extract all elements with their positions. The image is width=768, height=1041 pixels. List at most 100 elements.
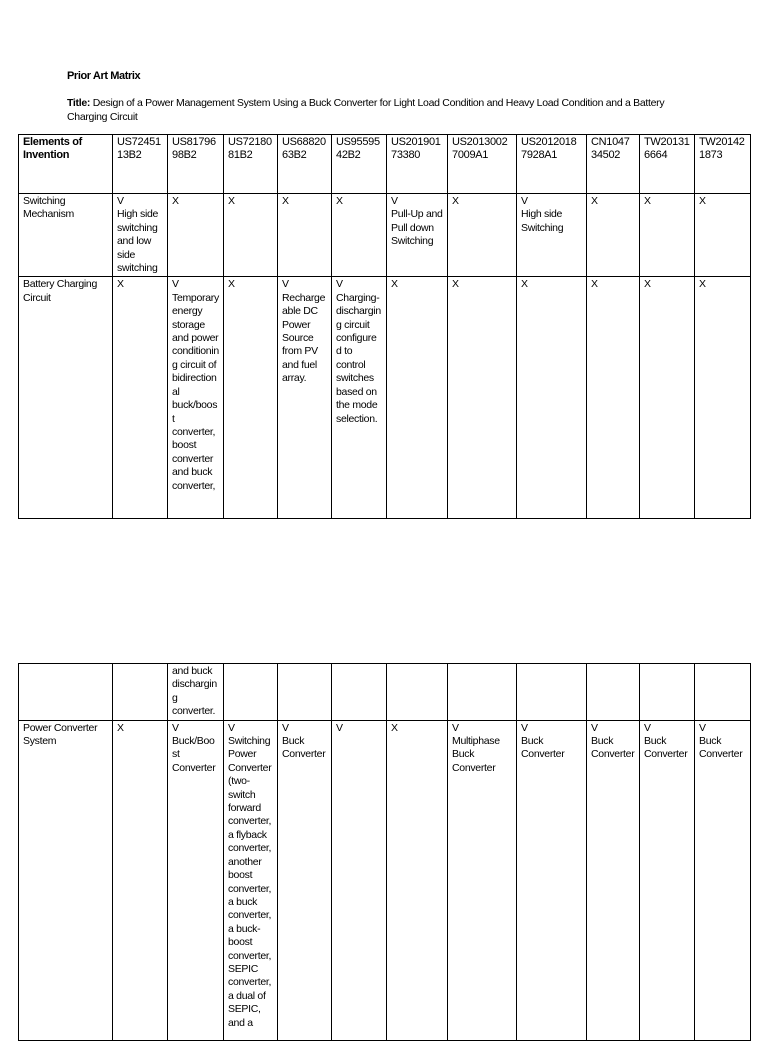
cell-detail: Multiphase Buck Converter: [452, 735, 500, 774]
table-cell: [223, 663, 278, 721]
cell-detail: Buck Converter: [282, 735, 326, 761]
table-cell: X: [386, 719, 448, 1041]
table-cell: [447, 663, 517, 721]
match-mark: V: [699, 721, 706, 734]
match-mark: X: [172, 195, 179, 207]
match-mark: V: [282, 721, 289, 734]
match-mark: V: [644, 721, 651, 734]
table-cell: X: [639, 192, 695, 278]
table-cell: X: [112, 276, 168, 520]
column-header-patent: US8179698B2: [167, 134, 224, 194]
column-header-patent: TW201316664: [639, 134, 695, 194]
table-cell: X: [639, 276, 695, 520]
match-mark: X: [699, 278, 706, 291]
table-cell: X: [386, 276, 448, 520]
header-row: Elements of Invention US7245113B2 US817969…: [18, 134, 751, 194]
cell-detail: Buck/Boost Converter: [172, 735, 216, 774]
title-label: Title:: [67, 97, 91, 109]
table-cell: X: [331, 192, 387, 278]
match-mark: V: [336, 278, 343, 291]
match-mark: X: [336, 195, 343, 207]
cell-detail: Temporary energy storage and power condi…: [172, 291, 219, 492]
cell-detail: and buck discharging converter.: [172, 665, 217, 718]
table-cell: X: [447, 192, 517, 278]
column-header-patent: TW201421873: [694, 134, 751, 194]
match-mark: X: [591, 195, 598, 207]
document-title: Title: Design of a Power Management Syst…: [67, 96, 707, 124]
prior-art-table-page-1: Elements of Invention US7245113B2 US817969…: [18, 134, 751, 520]
match-mark: V: [452, 721, 459, 734]
match-mark: V: [282, 278, 289, 291]
row-label: [18, 663, 113, 721]
match-mark: X: [117, 721, 124, 734]
table-cell: [586, 663, 640, 721]
table-cell: [694, 663, 751, 721]
table-cell: V: [331, 719, 387, 1041]
cell-detail: Buck Converter: [521, 735, 565, 761]
match-mark: X: [452, 278, 459, 291]
match-mark: V: [521, 721, 528, 734]
table-cell: [277, 663, 332, 721]
table-cell: and buck discharging converter.: [167, 663, 224, 721]
match-mark: X: [521, 278, 528, 291]
match-mark: V: [172, 721, 179, 734]
match-mark: X: [699, 195, 706, 207]
table-row: Battery Charging Circuit X V Temporary ener…: [18, 276, 751, 520]
match-mark: X: [391, 278, 398, 291]
cell-detail: Rechargeable DC Power Source from PV and…: [282, 291, 326, 385]
table-cell: X: [586, 192, 640, 278]
table-cell: X: [277, 192, 332, 278]
table-cell: X: [112, 719, 168, 1041]
table-row: Switching Mechanism V High side switching …: [18, 192, 751, 278]
table-row: Power Converter System X V Buck/Boost Conve…: [18, 719, 751, 1041]
column-header-patent: US20120187928A1: [516, 134, 587, 194]
title-text: Design of a Power Management System Usin…: [67, 97, 665, 123]
cell-detail: Switching Power Converter (two-switch fo…: [228, 735, 272, 1029]
prior-art-table-page-2: and buck discharging converter. Power Con…: [18, 663, 751, 1041]
table-cell: [639, 663, 695, 721]
column-header-elements: Elements of Invention: [18, 134, 113, 194]
cell-detail: Pull-Up and Pull down Switching: [391, 208, 443, 248]
table-cell: X: [694, 192, 751, 278]
match-mark: X: [117, 278, 124, 291]
column-header-patent: US7218081B2: [223, 134, 278, 194]
column-header-patent: US7245113B2: [112, 134, 168, 194]
table-cell: [112, 663, 168, 721]
match-mark: V: [228, 721, 235, 734]
match-mark: X: [282, 195, 289, 207]
table-cell: X: [223, 276, 278, 520]
match-mark: V: [591, 721, 598, 734]
match-mark: V: [391, 195, 398, 207]
match-mark: X: [228, 195, 235, 207]
match-mark: X: [644, 195, 651, 207]
row-label: Battery Charging Circuit: [18, 276, 113, 520]
match-mark: X: [228, 278, 235, 291]
match-mark: V: [117, 195, 124, 207]
page-heading: Prior Art Matrix: [67, 70, 141, 82]
table-cell: V Charging-discharging circuit configured…: [331, 276, 387, 520]
cell-detail: High side switching and low side switchi…: [117, 208, 159, 275]
column-header-patent: CN104734502: [586, 134, 640, 194]
table-cell: X: [516, 276, 587, 520]
column-header-patent: US20190173380: [386, 134, 448, 194]
match-mark: X: [452, 195, 459, 207]
table-cell: [386, 663, 448, 721]
match-mark: V: [336, 721, 343, 734]
table-cell: V Buck Converter: [639, 719, 695, 1041]
row-label: Switching Mechanism: [18, 192, 113, 278]
table-cell: [331, 663, 387, 721]
table-cell: V Buck Converter: [586, 719, 640, 1041]
table-cell: V Buck Converter: [277, 719, 332, 1041]
column-header-patent: US20130027009A1: [447, 134, 517, 194]
table-cell: V Buck/Boost Converter: [167, 719, 224, 1041]
cell-detail: Buck Converter: [699, 735, 743, 761]
cell-detail: High side Switching: [521, 208, 564, 234]
table-cell: X: [586, 276, 640, 520]
table-cell: V Buck Converter: [516, 719, 587, 1041]
table-cell: V Switching Power Converter (two-switch f…: [223, 719, 278, 1041]
column-header-patent: US6882063B2: [277, 134, 332, 194]
table-cell: V Pull-Up and Pull down Switching: [386, 192, 448, 278]
table-cell: V Rechargeable DC Power Source from PV an…: [277, 276, 332, 520]
row-label: Power Converter System: [18, 719, 113, 1041]
table-cell: V High side switching and low side switch…: [112, 192, 168, 278]
